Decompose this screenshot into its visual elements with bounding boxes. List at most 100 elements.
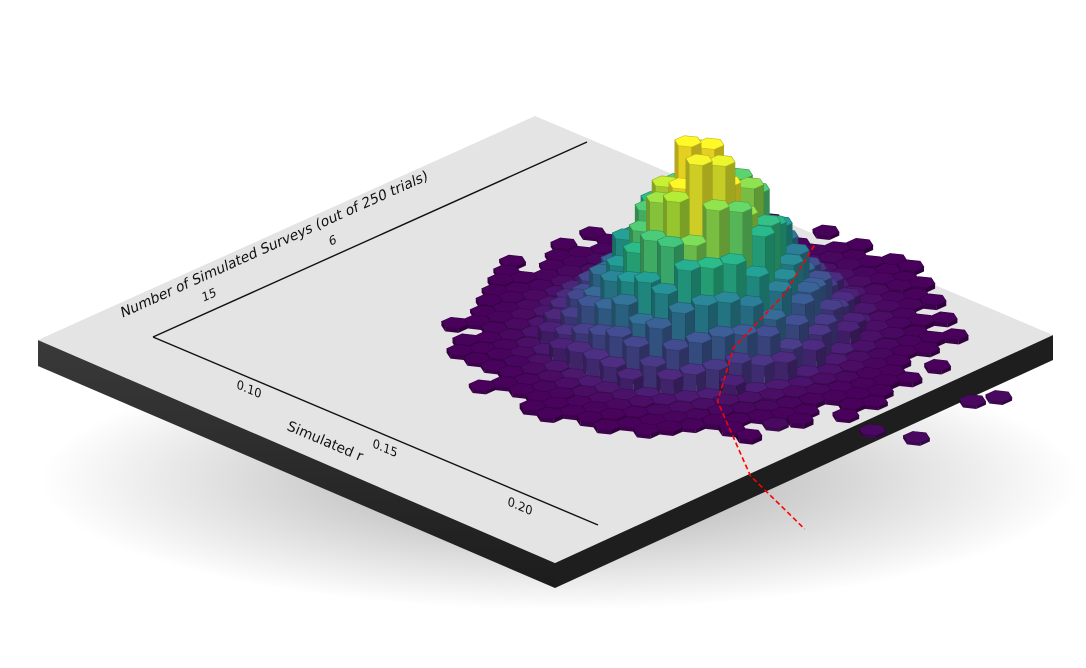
hex-side-face [925, 283, 936, 293]
hex-side-face [633, 427, 637, 438]
hex-top-face [786, 412, 814, 425]
hex-top-face [446, 344, 474, 357]
hex-side-face [523, 409, 537, 416]
hex-top-face [718, 374, 747, 387]
hex-side-face [889, 381, 900, 391]
hex-side-face [1002, 397, 1013, 405]
hex-side-face [958, 335, 969, 345]
hex-side-face [907, 352, 917, 361]
hex-top-face [440, 316, 469, 330]
hex-side-face [913, 305, 924, 313]
hex-column [559, 368, 588, 383]
hex-side-face [774, 361, 788, 385]
hex-side-face [683, 373, 697, 396]
hex-side-face [593, 423, 598, 434]
hex-side-face [790, 422, 804, 429]
hex-column [958, 394, 987, 409]
hex-column [576, 410, 604, 428]
hex-top-face [599, 356, 627, 369]
hex-top-face [678, 363, 707, 376]
hex-side-face [829, 232, 840, 240]
hex-top-face [866, 383, 895, 397]
hex-column [812, 224, 840, 240]
hex-side-face [751, 364, 765, 388]
hex-side-face [643, 365, 657, 392]
hex-top-face [611, 293, 639, 306]
hex-column [735, 428, 763, 445]
hex-side-face [936, 338, 946, 348]
hex-column [860, 395, 889, 411]
hex-side-face [936, 300, 947, 311]
hex-column [468, 379, 496, 395]
hex-side-face [863, 245, 874, 255]
hex-side-face [812, 229, 817, 239]
hex-side-face [579, 230, 584, 240]
hex-top-face [550, 237, 578, 250]
hex-side-face [659, 430, 673, 436]
hex-side-face [672, 427, 683, 436]
hex-top-face [519, 361, 548, 375]
hex-column [632, 423, 661, 439]
hex-side-face [930, 348, 940, 358]
hex-top-face [690, 294, 719, 307]
reference-line [716, 245, 815, 530]
hex-side-face [947, 318, 958, 328]
hex-side-face [741, 419, 751, 428]
hex-side-face [920, 438, 930, 446]
hex-side-face [752, 435, 763, 445]
hex-side-face [458, 324, 468, 333]
hex-column [858, 423, 886, 439]
hex-column [846, 238, 874, 255]
hex-side-face [705, 423, 719, 431]
hex-top-face [896, 259, 925, 272]
hex-top-face [661, 338, 690, 351]
hex-top-face [650, 282, 679, 295]
hex-side-face [809, 411, 820, 419]
hex-column [902, 431, 931, 446]
hex-top-face [605, 325, 633, 338]
hex-column [536, 407, 564, 424]
hex-side-face [849, 415, 860, 424]
hex-side-face [959, 398, 964, 408]
hex-side-face [924, 363, 929, 374]
hex-top-face [593, 418, 621, 432]
hex-top-face [761, 416, 790, 429]
hex-top-face [452, 333, 480, 346]
hex-column [786, 412, 814, 429]
hex-top-face [685, 153, 713, 166]
hex-top-face [701, 358, 730, 371]
hex-top-face [656, 368, 684, 381]
hex-top-face [735, 428, 763, 441]
hex-side-face [576, 415, 581, 426]
hex-top-face [487, 273, 515, 286]
hex-column [480, 359, 508, 375]
hex-top-face [622, 335, 650, 348]
y-tick-label: 6 [328, 232, 338, 249]
hex-column [775, 396, 803, 412]
hex-top-face [985, 390, 1013, 403]
hex-top-face [536, 407, 564, 420]
hex-top-face [627, 394, 655, 408]
hex-side-face [924, 321, 935, 331]
hex-top-face [919, 293, 947, 306]
hex-side-face [463, 356, 468, 366]
hex-top-face [809, 372, 838, 385]
hex-top-face [639, 355, 667, 368]
hex-side-face [832, 412, 837, 422]
hex-side-face [914, 266, 924, 276]
hex-top-face [674, 135, 702, 148]
hex-top-face [832, 408, 860, 421]
y-axis-line [152, 141, 588, 338]
hex-top-face [632, 423, 661, 436]
hex-column [593, 418, 621, 435]
hex-top-face [667, 301, 696, 314]
hex-column [550, 237, 578, 255]
hex-top-face [798, 392, 826, 405]
hex-side-face [976, 401, 986, 409]
hex-column [941, 328, 969, 345]
hex-top-face [503, 317, 531, 330]
hex-side-face [941, 366, 951, 375]
hex-side-face [695, 425, 706, 434]
hex-top-face [837, 397, 866, 410]
hex-side-face [610, 426, 620, 435]
